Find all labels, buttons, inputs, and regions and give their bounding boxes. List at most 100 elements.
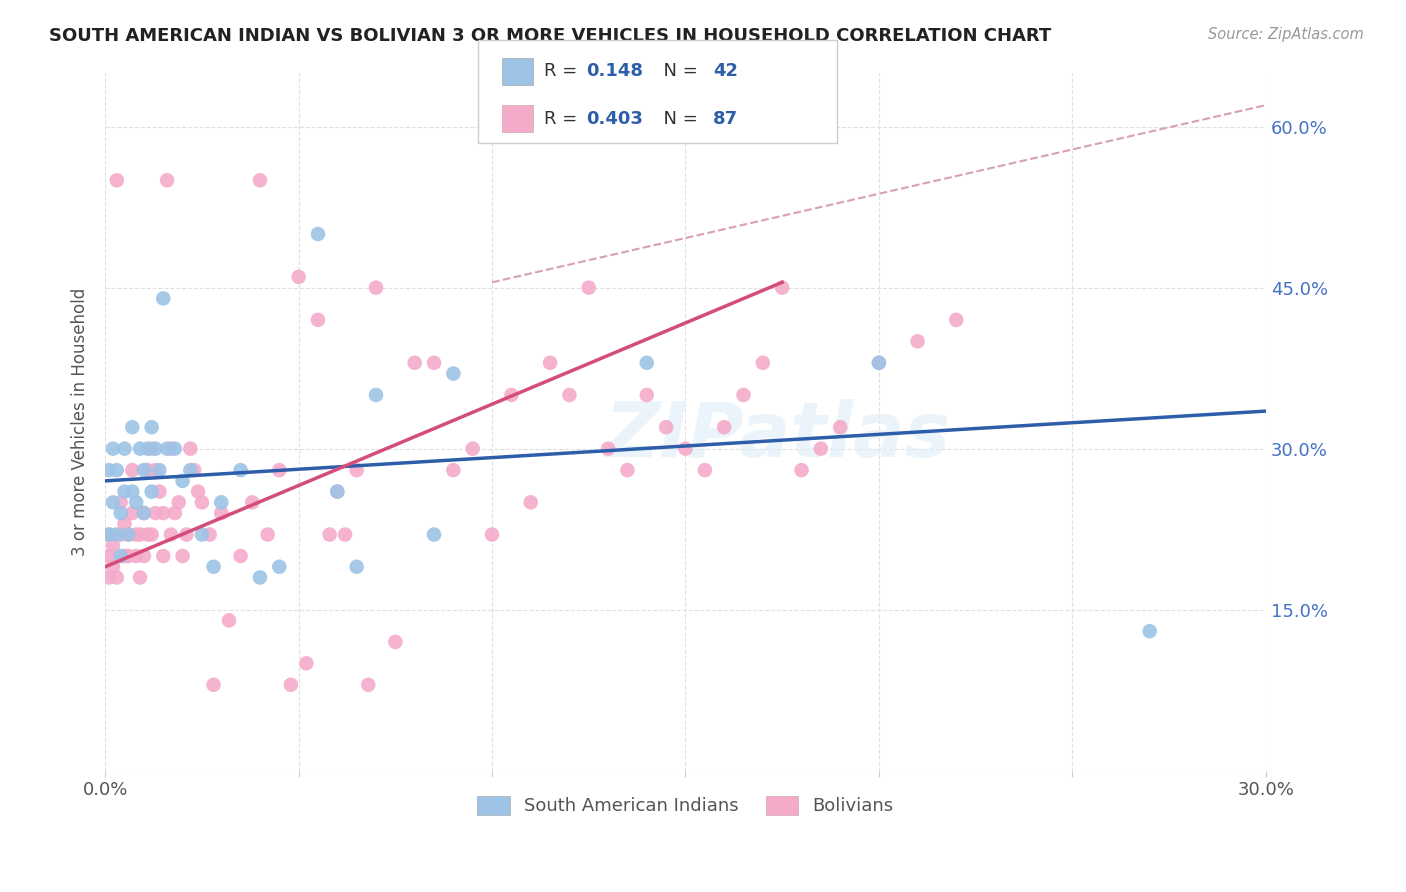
Point bbox=[616, 463, 638, 477]
Point bbox=[868, 356, 890, 370]
Point bbox=[209, 495, 232, 509]
Point bbox=[770, 280, 793, 294]
Point bbox=[655, 420, 678, 434]
Point bbox=[148, 463, 170, 477]
Point bbox=[364, 280, 387, 294]
Point bbox=[172, 474, 194, 488]
Text: 0.403: 0.403 bbox=[586, 110, 643, 128]
Point bbox=[191, 495, 214, 509]
Point bbox=[98, 463, 121, 477]
Point bbox=[404, 356, 426, 370]
Point bbox=[114, 549, 136, 563]
Point bbox=[156, 442, 179, 456]
Point bbox=[830, 420, 852, 434]
Point bbox=[183, 463, 205, 477]
Point bbox=[136, 527, 159, 541]
Point bbox=[132, 506, 155, 520]
Text: 42: 42 bbox=[713, 62, 738, 80]
Point bbox=[810, 442, 832, 456]
Point bbox=[110, 549, 132, 563]
Point bbox=[152, 292, 174, 306]
Point bbox=[423, 527, 446, 541]
Text: ZIPatlas: ZIPatlas bbox=[606, 399, 952, 473]
Point bbox=[179, 442, 201, 456]
Point bbox=[110, 527, 132, 541]
Point bbox=[167, 495, 190, 509]
Point bbox=[117, 527, 139, 541]
Text: SOUTH AMERICAN INDIAN VS BOLIVIAN 3 OR MORE VEHICLES IN HOUSEHOLD CORRELATION CH: SOUTH AMERICAN INDIAN VS BOLIVIAN 3 OR M… bbox=[49, 27, 1052, 45]
Point bbox=[868, 356, 890, 370]
Point bbox=[441, 463, 464, 477]
Point bbox=[152, 506, 174, 520]
Point bbox=[101, 538, 124, 552]
Point bbox=[191, 527, 214, 541]
Point bbox=[229, 463, 252, 477]
Point bbox=[125, 527, 148, 541]
Point bbox=[326, 484, 349, 499]
Point bbox=[105, 463, 128, 477]
Point bbox=[538, 356, 561, 370]
Point bbox=[141, 484, 163, 499]
Point bbox=[101, 559, 124, 574]
Point bbox=[148, 484, 170, 499]
Point bbox=[98, 527, 121, 541]
Point bbox=[98, 570, 121, 584]
Point bbox=[145, 463, 167, 477]
Point bbox=[132, 463, 155, 477]
Point bbox=[307, 227, 329, 241]
Text: N =: N = bbox=[652, 62, 704, 80]
Point bbox=[357, 678, 380, 692]
Point bbox=[172, 549, 194, 563]
Point bbox=[101, 495, 124, 509]
Point bbox=[256, 527, 278, 541]
Point bbox=[98, 549, 121, 563]
Point bbox=[110, 506, 132, 520]
Text: 87: 87 bbox=[713, 110, 738, 128]
Text: N =: N = bbox=[652, 110, 704, 128]
Point bbox=[110, 495, 132, 509]
Point bbox=[326, 484, 349, 499]
Point bbox=[101, 442, 124, 456]
Point bbox=[145, 442, 167, 456]
Point bbox=[114, 516, 136, 531]
Point bbox=[125, 549, 148, 563]
Point bbox=[790, 463, 813, 477]
Point bbox=[163, 442, 186, 456]
Point bbox=[461, 442, 484, 456]
Point bbox=[578, 280, 600, 294]
Point bbox=[145, 506, 167, 520]
Legend: South American Indians, Bolivians: South American Indians, Bolivians bbox=[468, 787, 903, 824]
Point bbox=[636, 388, 658, 402]
Point bbox=[105, 570, 128, 584]
Point bbox=[121, 463, 143, 477]
Point bbox=[156, 173, 179, 187]
Point bbox=[346, 559, 368, 574]
Point bbox=[121, 420, 143, 434]
Point bbox=[209, 506, 232, 520]
Point bbox=[249, 173, 271, 187]
Point bbox=[141, 420, 163, 434]
Point bbox=[202, 678, 225, 692]
Point bbox=[1139, 624, 1161, 639]
Point bbox=[98, 527, 121, 541]
Point bbox=[117, 527, 139, 541]
Point bbox=[129, 570, 152, 584]
Point bbox=[364, 388, 387, 402]
Point bbox=[441, 367, 464, 381]
Point bbox=[945, 313, 967, 327]
Point bbox=[218, 614, 240, 628]
Point bbox=[693, 463, 716, 477]
Point bbox=[160, 527, 183, 541]
Point bbox=[269, 559, 291, 574]
Point bbox=[114, 484, 136, 499]
Point bbox=[136, 463, 159, 477]
Point bbox=[179, 463, 201, 477]
Point bbox=[423, 356, 446, 370]
Text: R =: R = bbox=[544, 110, 583, 128]
Point bbox=[598, 442, 620, 456]
Point bbox=[733, 388, 755, 402]
Point bbox=[501, 388, 523, 402]
Point bbox=[307, 313, 329, 327]
Point bbox=[280, 678, 302, 692]
Point bbox=[187, 484, 209, 499]
